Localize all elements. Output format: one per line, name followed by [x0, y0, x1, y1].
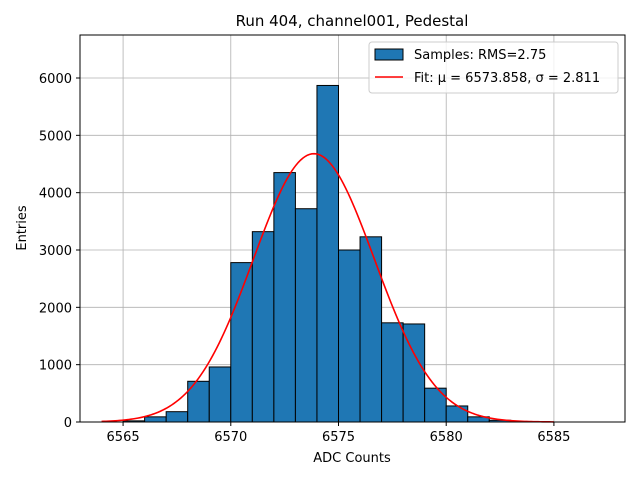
fit-curve: [101, 152, 554, 423]
x-axis-ticks: 6565 6570 6575 6580 6585: [107, 422, 570, 445]
histogram-bar: [359, 236, 383, 423]
histogram-bar: [251, 231, 275, 423]
histogram-bar: [381, 322, 404, 423]
legend-label-samples: Samples: RMS=2.75: [414, 48, 546, 63]
y-tick-label: 5000: [39, 129, 72, 144]
histogram-bar: [273, 172, 296, 423]
y-axis-label: Entries: [15, 205, 30, 251]
x-tick-label: 6570: [214, 430, 247, 445]
histogram-bar: [230, 262, 253, 423]
y-tick-label: 0: [64, 416, 72, 431]
x-tick-label: 6580: [430, 430, 463, 445]
chart-title: Run 404, channel001, Pedestal: [236, 12, 469, 30]
x-tick-label: 6585: [537, 430, 570, 445]
y-tick-label: 1000: [39, 359, 72, 374]
histogram-bar: [445, 405, 469, 423]
histogram-bar: [165, 411, 189, 423]
histogram-bar: [144, 416, 167, 423]
legend-box: [368, 41, 619, 94]
histogram-bar: [294, 208, 318, 423]
y-tick-label: 3000: [39, 244, 72, 259]
x-tick-label: 6575: [322, 430, 355, 445]
histogram-bar: [337, 249, 361, 423]
histogram-bar: [208, 366, 232, 423]
x-tick-label: 6565: [107, 430, 140, 445]
y-tick-label: 4000: [39, 187, 72, 202]
histogram-bars: [122, 84, 512, 423]
histogram-bar: [316, 84, 339, 423]
y-axis-ticks: 0 1000 2000 3000 4000 5000 6000: [39, 72, 80, 431]
legend: Samples: RMS=2.75 Fit: μ = 6573.858, σ =…: [368, 41, 619, 94]
x-axis-label: ADC Counts: [313, 451, 391, 466]
plot-frame: [79, 34, 626, 423]
legend-label-fit: Fit: μ = 6573.858, σ = 2.811: [414, 71, 600, 86]
legend-swatch-samples: [374, 48, 404, 61]
y-tick-label: 2000: [39, 301, 72, 316]
y-tick-label: 6000: [39, 72, 72, 87]
